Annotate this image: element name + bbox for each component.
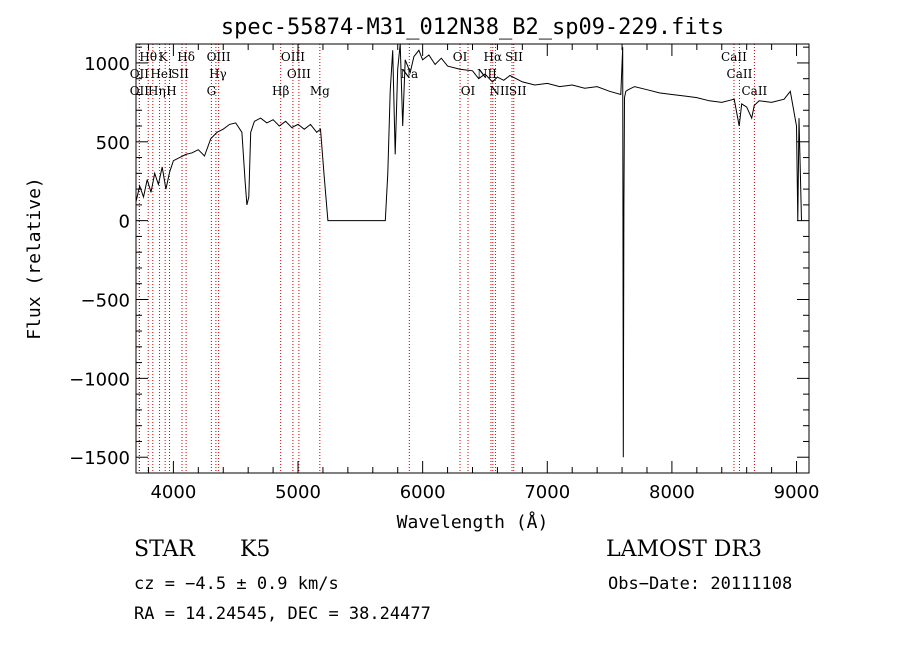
object-type: STAR	[134, 537, 195, 562]
line-label-5: Hη	[148, 84, 166, 98]
line-label-3: K	[159, 50, 169, 64]
line-label-13: OIII	[281, 50, 305, 64]
y-axis-label: Flux (relative)	[24, 177, 45, 340]
spectrum-line	[135, 43, 802, 458]
observation-date: Obs−Date: 20111108	[608, 574, 793, 594]
line-label-17: OI	[453, 50, 468, 64]
line-label-0: Hθ	[139, 50, 157, 64]
line-label-22: SII	[505, 50, 523, 64]
coordinates: RA = 14.24545, DEC = 38.24477	[134, 604, 431, 624]
line-label-8: H	[166, 84, 176, 98]
line-label-2: OII	[130, 84, 150, 98]
line-label-4: HeI	[150, 67, 173, 81]
redshift-velocity: cz = −4.5 ± 0.9 km/s	[134, 574, 339, 594]
line-label-19: Hα	[484, 50, 503, 64]
x-axis-label: Wavelength (Å)	[397, 511, 549, 533]
line-label-24: CaII	[721, 50, 747, 64]
x-tick-label-9000: 9000	[774, 482, 820, 503]
x-tick-label-8000: 8000	[649, 482, 695, 503]
line-label-12: Hβ	[272, 84, 289, 98]
line-label-25: CaII	[727, 67, 753, 81]
line-label-6: Hδ	[177, 50, 195, 64]
x-tick-label-5000: 5000	[275, 482, 321, 503]
line-label-1: OII	[130, 67, 150, 81]
y-tick-label-500: 500	[96, 133, 130, 154]
line-label-11: G	[207, 84, 217, 98]
line-label-21: NII	[489, 84, 509, 98]
plot-frame	[135, 43, 810, 474]
line-label-26: CaII	[741, 84, 767, 98]
line-label-14: OIII	[287, 67, 311, 81]
y-tick-label-0: 0	[119, 212, 130, 233]
survey-name: LAMOST DR3	[606, 537, 762, 562]
y-tick-label--1500: −1500	[69, 448, 130, 469]
line-label-18: OI	[461, 84, 476, 98]
x-tick-label-4000: 4000	[150, 482, 196, 503]
chart-title: spec-55874-M31_012N38_B2_sp09-229.fits	[221, 15, 724, 40]
line-label-20: NII	[477, 67, 497, 81]
spectral-subclass: K5	[240, 537, 271, 562]
line-label-7: SII	[171, 67, 189, 81]
y-tick-label--1000: −1000	[69, 369, 130, 390]
line-label-23: SII	[509, 84, 527, 98]
y-tick-label--500: −500	[81, 291, 130, 312]
line-label-15: Mg	[310, 84, 330, 98]
x-tick-label-7000: 7000	[524, 482, 570, 503]
y-tick-label-1000: 1000	[84, 54, 130, 75]
line-label-16: Na	[400, 67, 418, 81]
line-label-9: OIII	[207, 50, 231, 64]
line-label-10: Hγ	[209, 67, 227, 81]
x-tick-label-6000: 6000	[400, 482, 446, 503]
